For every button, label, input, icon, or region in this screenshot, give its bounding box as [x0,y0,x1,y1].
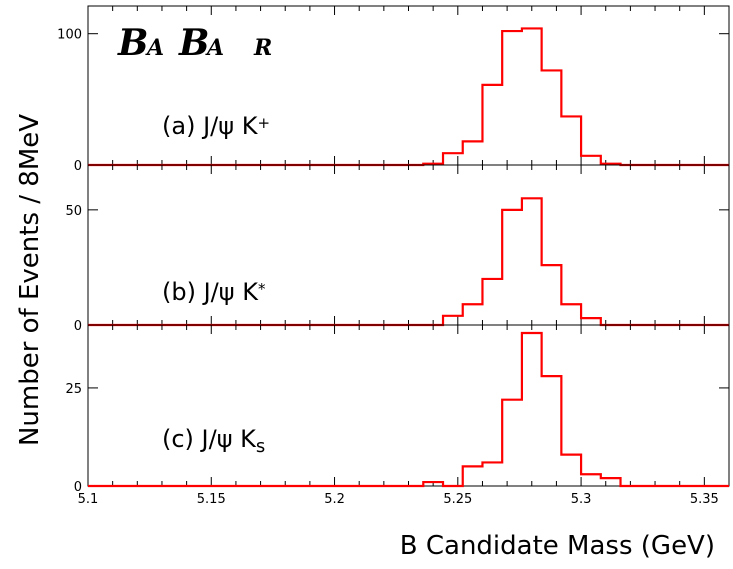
histogram-bin [522,28,542,165]
panel-label-superscript: * [258,280,266,298]
histogram-bin [463,466,483,486]
histogram-bin [423,482,443,486]
panel-label-subscript: s [256,436,265,457]
histogram-bin [502,400,522,486]
histogram-bin [542,70,562,165]
logo-letter-a2: A [205,35,224,61]
y-tick-label: 0 [74,159,82,174]
panel-label-superscript: + [257,114,270,132]
histogram-bin [581,318,601,325]
x-tick-label: 5.1 [78,492,99,507]
histogram-bin [601,478,621,486]
histogram-bin [502,210,522,325]
histogram-bin [581,474,601,486]
histogram-bin [502,31,522,165]
histogram-bin [561,304,581,325]
panel-1: 0 50 (b) J/ψ K* [65,164,730,334]
histogram-bin [482,462,502,486]
panel-frame [87,324,730,487]
y-tick-label: 0 [74,480,82,495]
histogram-bin [482,85,502,165]
x-tick-label: 5.25 [443,492,472,507]
histogram-bin [463,141,483,165]
panel-0: 0 100 (a) J/ψ K+ [57,5,730,174]
panel-2: 0 25 (c) J/ψ Ks [65,324,730,495]
histogram-bin [581,156,601,165]
logo-letter-r: R [253,35,272,61]
y-tick-label: 25 [65,382,82,397]
logo-letter-a1: A [145,35,164,61]
x-tick-label: 5.2 [324,492,345,507]
panels: 0 100 (a) J/ψ K+ 0 50 (b) J/ψ K* 0 25 (c) J/ψ Ks… [57,5,730,507]
histogram-series [88,27,729,167]
histogram-series [88,197,729,327]
y-axis-title-group: Number of Events / 8MeV [15,114,45,446]
histogram-bin [443,316,463,325]
panel-label: (a) J/ψ K+ [162,112,270,140]
x-tick-label: 5.15 [197,492,226,507]
panel-label: (b) J/ψ K* [162,278,266,306]
y-tick-label: 0 [74,319,82,334]
histogram-bin [443,153,463,165]
y-tick-label: 50 [65,204,82,219]
histogram-bin [522,198,542,325]
histogram-bin [561,455,581,486]
histogram-bin [522,333,542,486]
x-tick-label: 5.35 [690,492,719,507]
histogram-bin [542,376,562,486]
histogram-bin [542,265,562,325]
histogram-bin [482,279,502,325]
logo-letter-b2: B [178,22,209,64]
babar-logo: B A B A R [117,22,272,64]
histogram-bin [561,116,581,165]
logo-letter-b1: B [117,22,148,64]
histogram-series [88,331,729,488]
panel-label: (c) J/ψ Ks [162,425,265,457]
y-tick-label: 100 [57,28,82,43]
x-tick-label: 5.3 [571,492,592,507]
x-axis-title: B Candidate Mass (GeV) [400,531,715,561]
y-axis-title: Number of Events / 8MeV [15,114,45,446]
histogram-bin [463,304,483,325]
